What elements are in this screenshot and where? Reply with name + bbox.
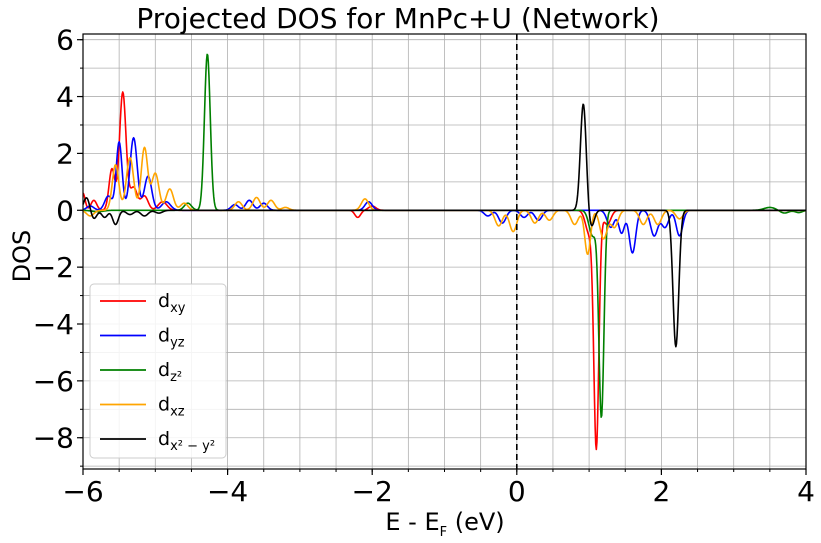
x-tick-label: −4 <box>207 475 248 508</box>
legend-label: dz² <box>158 359 182 385</box>
axis-ticks: −6 −4 −2 0 2 4 −8 −6 −4 −2 0 2 4 6 <box>33 24 815 508</box>
y-tick-label: −4 <box>33 308 74 341</box>
legend-label: dxz <box>158 394 185 420</box>
x-tick-label: 4 <box>797 475 815 508</box>
x-tick-label: 2 <box>652 475 670 508</box>
legend-box <box>89 283 227 459</box>
y-axis-label: DOS <box>8 230 36 283</box>
chart-title: Projected DOS for MnPc+U (Network) <box>136 2 659 35</box>
legend-label: dyz <box>158 325 185 351</box>
y-tick-label: 6 <box>56 24 74 57</box>
series-lines <box>82 53 807 451</box>
y-tick-label: −8 <box>33 422 74 455</box>
x-tick-label: −2 <box>352 475 393 508</box>
y-tick-label: 0 <box>56 194 74 227</box>
series-line-4 <box>82 103 807 348</box>
x-axis-label: E - EF (eV) <box>385 508 504 540</box>
y-tick-label: −2 <box>33 251 74 284</box>
y-tick-label: 4 <box>56 81 74 114</box>
legend-label: dxy <box>158 290 186 316</box>
x-tick-label: 0 <box>508 475 526 508</box>
legend-label: dx² − y² <box>158 428 215 454</box>
y-tick-label: −6 <box>33 365 74 398</box>
y-tick-label: 2 <box>56 137 74 170</box>
x-tick-label: −6 <box>62 475 103 508</box>
legend: dxy dyz dz² dxz dx² − y² <box>89 283 227 459</box>
